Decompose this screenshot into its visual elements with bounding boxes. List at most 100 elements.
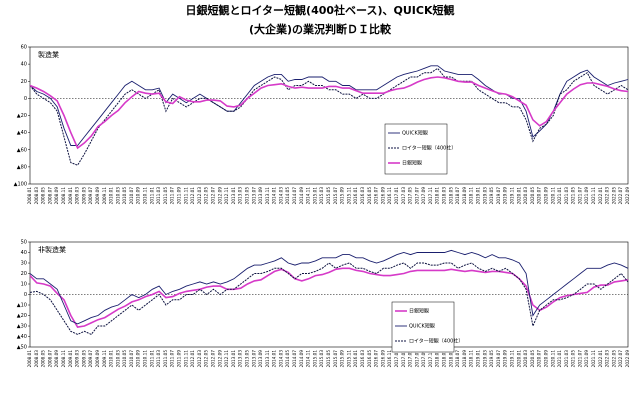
x-tick-label: 2014.05 <box>285 350 290 368</box>
y-tick-label: 30 <box>21 261 27 267</box>
x-tick-label: 2016.01 <box>353 187 358 205</box>
x-tick-label: 2015.01 <box>312 350 317 368</box>
x-tick-label: 2015.07 <box>333 350 338 368</box>
x-tick-label: 2021.09 <box>584 350 589 368</box>
x-tick-label: 2019.07 <box>496 187 501 205</box>
x-tick-label: 2020.01 <box>516 350 521 368</box>
x-tick-label: 2015.07 <box>333 187 338 205</box>
x-tick-label: 2020.05 <box>530 350 535 368</box>
x-tick-label: 2014.03 <box>278 187 283 205</box>
x-tick-label: 2022.01 <box>598 350 603 368</box>
x-tick-label: 2020.01 <box>516 187 521 205</box>
x-tick-label: 2015.03 <box>319 187 324 205</box>
x-tick-label: 2021.01 <box>557 187 562 205</box>
legend-label: 日銀短観 <box>409 308 429 315</box>
x-tick-label: 2018.09 <box>462 187 467 205</box>
x-tick-label: 2011.07 <box>170 187 175 205</box>
x-tick-label: 2014.07 <box>292 350 297 368</box>
x-tick-label: 2021.05 <box>571 187 576 205</box>
x-tick-label: 2014.09 <box>299 350 304 368</box>
x-tick-label: 2019.03 <box>482 187 487 205</box>
x-tick-label: 2012.07 <box>210 187 215 205</box>
x-tick-label: 2010.07 <box>129 350 134 368</box>
y-tick-label: 40 <box>21 62 27 68</box>
x-tick-label: 2011.03 <box>156 187 161 205</box>
x-tick-label: 2018.03 <box>442 187 447 205</box>
x-tick-label: 2021.11 <box>591 350 596 368</box>
x-tick-label: 2019.11 <box>509 187 514 205</box>
x-tick-label: 2019.01 <box>476 350 481 368</box>
x-tick-label: 2016.11 <box>387 350 392 368</box>
x-tick-label: 2021.05 <box>571 350 576 368</box>
y-tick-label: ▲20 <box>17 313 27 319</box>
y-tick-label: 50 <box>21 240 27 246</box>
x-tick-label: 2010.01 <box>109 350 114 368</box>
x-tick-label: 2018.11 <box>469 350 474 368</box>
x-tick-label: 2021.07 <box>577 350 582 368</box>
x-tick-label: 2016.07 <box>374 350 379 368</box>
x-tick-label: 2016.03 <box>360 350 365 368</box>
x-tick-label: 2013.07 <box>251 187 256 205</box>
series-line <box>29 67 629 166</box>
x-tick-label: 2022.03 <box>605 350 610 368</box>
x-tick-label: 2022.01 <box>598 187 603 205</box>
x-tick-label: 2011.11 <box>183 187 188 205</box>
x-tick-label: 2022.03 <box>605 187 610 205</box>
x-tick-label: 2012.05 <box>204 187 209 205</box>
series-line <box>29 249 629 325</box>
x-tick-label: 2015.11 <box>346 350 351 368</box>
x-tick-label: 2017.05 <box>408 350 413 368</box>
y-tick-label: ▲40 <box>17 130 27 136</box>
x-tick-label: 2012.05 <box>204 350 209 368</box>
x-tick-label: 2008.09 <box>54 187 59 205</box>
legend-label: 日銀短観 <box>402 160 422 167</box>
x-tick-label: 2022.09 <box>625 350 630 368</box>
y-tick-label: 10 <box>21 282 27 288</box>
x-tick-label: 2014.01 <box>272 187 277 205</box>
x-tick-label: 2014.05 <box>285 187 290 205</box>
x-tick-label: 2010.05 <box>122 187 127 205</box>
x-tick-label: 2017.05 <box>408 187 413 205</box>
y-tick-label: ▲20 <box>17 113 27 119</box>
y-tick-label: ▲50 <box>17 345 27 351</box>
x-tick-label: 2017.07 <box>414 350 419 368</box>
x-tick-label: 2017.09 <box>421 350 426 368</box>
x-tick-label: 2014.01 <box>272 350 277 368</box>
series-line <box>29 65 629 146</box>
x-tick-label: 2014.03 <box>278 350 283 368</box>
x-tick-label: 2021.01 <box>557 350 562 368</box>
x-tick-label: 2013.07 <box>251 350 256 368</box>
x-tick-label: 2017.07 <box>414 187 419 205</box>
x-tick-label: 2009.01 <box>68 350 73 368</box>
x-tick-label: 2008.01 <box>27 350 32 368</box>
x-tick-label: 2018.09 <box>462 350 467 368</box>
y-tick-label: ▲80 <box>17 164 27 170</box>
x-tick-label: 2017.03 <box>401 187 406 205</box>
x-tick-label: 2019.09 <box>503 350 508 368</box>
x-tick-label: 2019.05 <box>489 350 494 368</box>
x-tick-label: 2008.03 <box>34 187 39 205</box>
x-tick-label: 2015.01 <box>312 187 317 205</box>
x-tick-label: 2019.01 <box>476 187 481 205</box>
x-tick-label: 2022.07 <box>618 350 623 368</box>
legend-label: QUICK短観 <box>409 323 435 330</box>
x-tick-label: 2010.07 <box>129 187 134 205</box>
x-tick-label: 2015.11 <box>346 187 351 205</box>
x-tick-label: 2019.03 <box>482 350 487 368</box>
x-tick-label: 2013.11 <box>265 187 270 205</box>
legend-label: QUICK短観 <box>402 130 428 137</box>
x-tick-label: 2009.07 <box>88 187 93 205</box>
x-tick-label: 2015.05 <box>326 350 331 368</box>
x-tick-label: 2016.09 <box>380 187 385 205</box>
x-tick-label: 2012.07 <box>210 350 215 368</box>
plot-frame <box>29 46 629 185</box>
x-tick-label: 2011.03 <box>156 350 161 368</box>
x-tick-label: 2009.11 <box>102 187 107 205</box>
x-tick-label: 2021.03 <box>564 187 569 205</box>
x-tick-label: 2017.09 <box>421 187 426 205</box>
legend-box <box>384 123 448 175</box>
x-tick-label: 2021.09 <box>584 187 589 205</box>
x-tick-label: 2018.07 <box>455 350 460 368</box>
x-tick-label: 2013.11 <box>265 350 270 368</box>
